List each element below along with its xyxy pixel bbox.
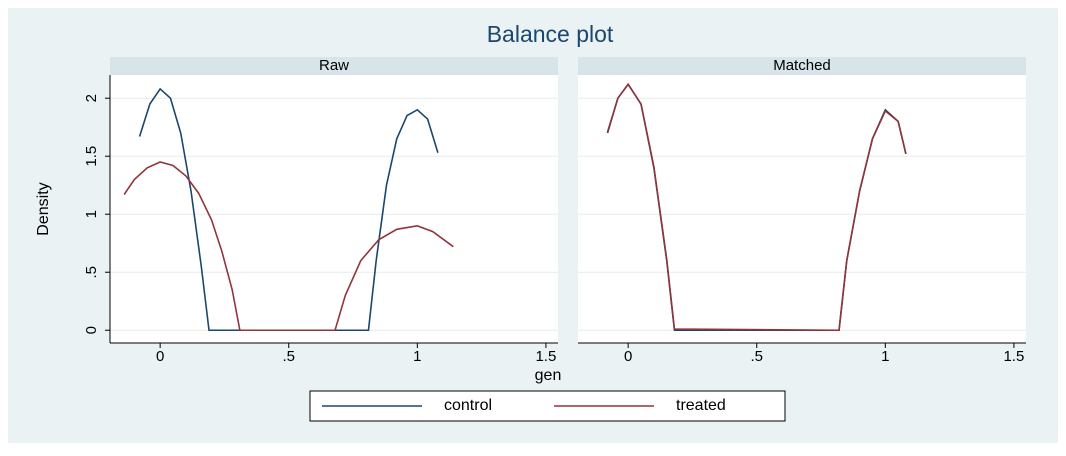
y-tick-label: 1: [83, 210, 100, 218]
y-tick-label: 0: [83, 326, 100, 334]
panel-title: Matched: [773, 57, 831, 74]
x-tick-label: 1: [881, 348, 889, 365]
x-tick-label: 1.5: [1003, 348, 1024, 365]
plot-area: [110, 75, 558, 343]
series-line: [123, 161, 454, 332]
legend-label: control: [444, 397, 492, 414]
plot-area: [578, 75, 1026, 343]
series-line: [606, 82, 907, 332]
panel-title: Raw: [319, 57, 349, 74]
panel-header: [578, 57, 1026, 75]
y-axis-label: Density: [35, 182, 52, 235]
y-tick-label: 1.5: [83, 146, 100, 167]
chart-title: Balance plot: [487, 21, 614, 47]
x-axis-label: gen: [535, 367, 562, 384]
x-tick-label: 0: [624, 348, 632, 365]
x-tick-label: 0: [156, 348, 164, 365]
panel-header: [110, 57, 558, 75]
y-tick-label: 2: [83, 94, 100, 102]
x-tick-label: 1: [413, 348, 421, 365]
x-tick-label: .5: [282, 348, 295, 365]
x-tick-label: .5: [750, 348, 763, 365]
y-tick-label: .5: [83, 266, 100, 279]
legend-label: treated: [676, 397, 726, 414]
x-tick-label: 1.5: [535, 348, 556, 365]
